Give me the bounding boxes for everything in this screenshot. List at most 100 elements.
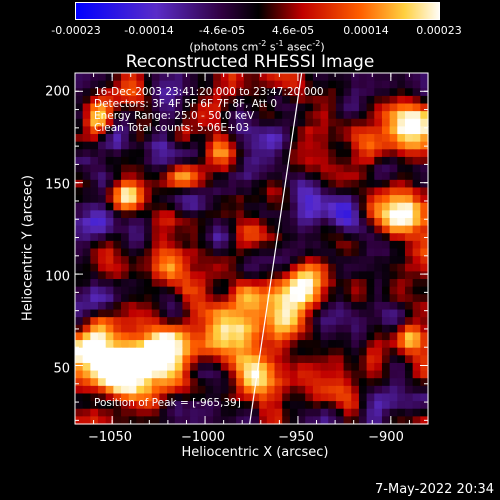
heatmap-cell: [105, 225, 114, 234]
heatmap-cell: [397, 126, 406, 135]
heatmap-cell: [366, 248, 375, 257]
heatmap-cell: [75, 240, 84, 250]
heatmap-cell: [259, 141, 268, 150]
heatmap-cell: [289, 164, 299, 173]
heatmap-cell: [381, 279, 391, 288]
heatmap-cell: [243, 271, 253, 280]
y-tick-label: 100: [45, 269, 70, 285]
heatmap-cell: [366, 256, 375, 265]
heatmap-cell: [312, 187, 322, 196]
heatmap-cell: [335, 271, 345, 280]
heatmap-cell: [243, 73, 253, 82]
heatmap-cell: [389, 393, 398, 402]
heatmap-cell: [335, 408, 345, 417]
heatmap-cell: [98, 271, 107, 280]
heatmap-cell: [121, 195, 130, 204]
heatmap-cell: [397, 134, 406, 143]
heatmap-cell: [243, 401, 253, 410]
heatmap-cell: [182, 202, 191, 211]
heatmap-cell: [420, 195, 429, 204]
heatmap-cell: [412, 95, 421, 105]
heatmap-cell: [105, 401, 114, 410]
heatmap-cell: [243, 225, 253, 234]
heatmap-cell: [82, 401, 91, 410]
heatmap-cell: [328, 202, 337, 211]
heatmap-cell: [98, 118, 107, 128]
heatmap-cell: [404, 271, 414, 280]
heatmap-cell: [412, 378, 421, 387]
x-axis-label: Heliocentric X (arcsec): [181, 445, 329, 460]
heatmap-cell: [113, 385, 122, 395]
heatmap-cell: [343, 88, 352, 97]
heatmap-cell: [205, 347, 214, 356]
heatmap-cell: [98, 156, 107, 166]
heatmap-cell: [381, 126, 391, 135]
heatmap-cell: [259, 103, 268, 112]
heatmap-cell: [358, 95, 368, 105]
heatmap-cell: [151, 347, 161, 356]
heatmap-cell: [335, 103, 345, 112]
heatmap-cell: [151, 317, 161, 326]
heatmap-cell: [243, 240, 253, 250]
heatmap-cell: [75, 149, 84, 158]
heatmap-cell: [297, 172, 306, 181]
heatmap-cell: [90, 240, 99, 250]
heatmap-cell: [266, 378, 276, 387]
heatmap-cell: [343, 134, 352, 143]
heatmap-cell: [420, 286, 429, 295]
heatmap-cell: [213, 187, 222, 196]
heatmap-cell: [305, 324, 314, 334]
heatmap-cell: [274, 378, 283, 387]
heatmap-cell: [113, 271, 122, 280]
heatmap-cell: [297, 156, 306, 166]
heatmap-cell: [167, 324, 176, 334]
heatmap-cell: [251, 88, 260, 97]
heatmap-cell: [420, 225, 429, 234]
heatmap-cell: [213, 301, 222, 311]
heatmap-cell: [335, 294, 345, 303]
heatmap-cell: [105, 393, 114, 402]
colorbar-tick-label: -4.6e-05: [198, 24, 246, 37]
heatmap-cell: [228, 248, 237, 257]
heatmap-cell: [128, 286, 137, 295]
heatmap-cell: [205, 225, 214, 234]
heatmap-cell: [328, 347, 337, 356]
heatmap-cell: [82, 347, 91, 356]
heatmap-cell: [136, 88, 145, 97]
heatmap-cell: [266, 401, 276, 410]
colorbar-tick-label: 4.6e-05: [271, 24, 315, 37]
heatmap-cell: [113, 301, 122, 311]
heatmap-cell: [320, 393, 329, 402]
heatmap-cell: [374, 233, 383, 242]
heatmap-cell: [381, 210, 391, 219]
heatmap-cell: [412, 263, 421, 272]
heatmap-cell: [320, 225, 329, 234]
heatmap-cell: [105, 118, 114, 128]
heatmap-cell: [320, 73, 329, 82]
heatmap-cell: [343, 118, 352, 128]
heatmap-cell: [289, 294, 299, 303]
heatmap-cell: [105, 317, 114, 326]
heatmap-cell: [312, 118, 322, 128]
heatmap-cell: [243, 172, 253, 181]
heatmap-cell: [282, 271, 291, 280]
heatmap-cell: [213, 355, 222, 364]
heatmap-cell: [144, 256, 153, 265]
heatmap-cell: [90, 332, 99, 341]
heatmap-cell: [113, 256, 122, 265]
colorbar-tick-label: 0.00023: [416, 24, 462, 37]
heatmap-cell: [389, 141, 398, 150]
heatmap-cell: [366, 309, 375, 318]
heatmap-cell: [366, 347, 375, 356]
heatmap-cell: [144, 210, 153, 219]
heatmap-cell: [266, 263, 276, 272]
heatmap-cell: [113, 240, 122, 250]
heatmap-cell: [412, 279, 421, 288]
heatmap-cell: [128, 217, 137, 227]
heatmap-cell: [274, 73, 283, 82]
heatmap-cell: [282, 263, 291, 272]
heatmap-cell: [305, 179, 314, 189]
heatmap-cell: [236, 73, 245, 82]
heatmap-cell: [174, 210, 184, 219]
heatmap-cell: [182, 271, 191, 280]
